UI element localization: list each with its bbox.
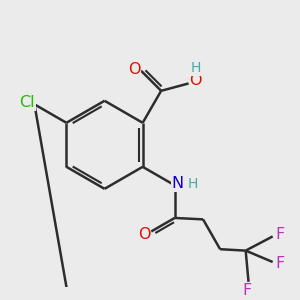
Text: N: N [171, 176, 184, 191]
Text: H: H [190, 61, 201, 75]
Text: O: O [128, 62, 140, 77]
Text: O: O [189, 73, 202, 88]
Text: H: H [188, 177, 198, 191]
Text: O: O [138, 227, 150, 242]
Text: F: F [275, 227, 284, 242]
Text: F: F [275, 256, 284, 271]
Text: Cl: Cl [20, 95, 35, 110]
Text: F: F [242, 283, 252, 298]
